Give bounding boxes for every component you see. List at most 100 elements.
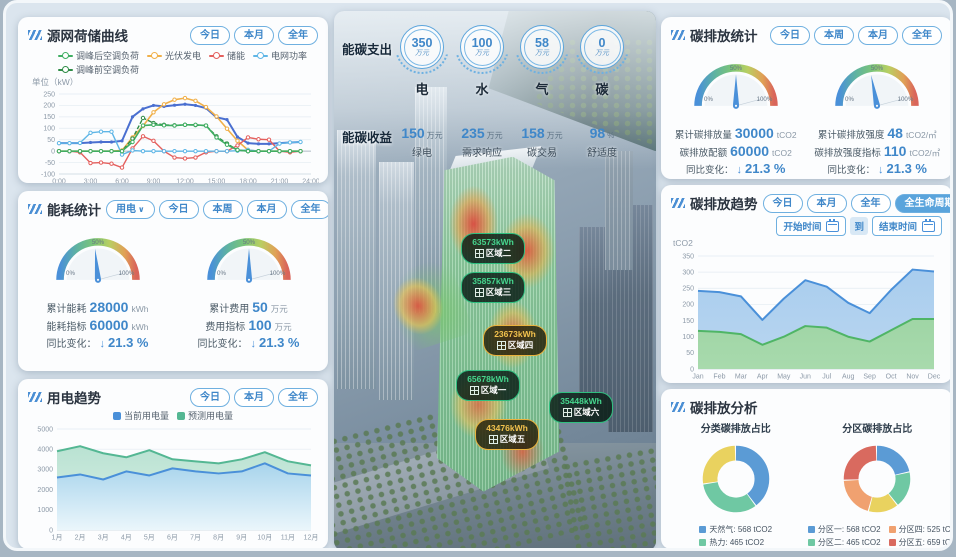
down-arrow-icon [878,163,884,179]
stat-value: 100 [248,316,272,333]
expense-name: 碳 [595,82,609,97]
svg-text:200: 200 [43,103,55,110]
svg-text:0:00: 0:00 [52,179,66,184]
zone-value: 63573kWh [472,236,514,247]
range-today-button[interactable]: 今日 [770,25,810,45]
zone-label-6[interactable]: 35448kWh 区域六 [549,392,613,424]
expense-unit: 万元 [415,49,429,57]
legend-line-marker [253,52,269,59]
svg-text:4000: 4000 [37,447,53,454]
legend-swatch [888,526,896,533]
svg-text:12:00: 12:00 [176,179,194,184]
svg-text:-50: -50 [45,160,55,167]
svg-text:11月: 11月 [281,534,295,542]
range-month-button[interactable]: 本月 [858,25,898,45]
svg-text:Jan: Jan [692,374,703,381]
stat-value: 60000 [89,316,129,333]
range-today-button[interactable]: 今日 [158,199,199,219]
svg-text:Jul: Jul [822,374,831,381]
svg-text:100%: 100% [756,96,772,103]
legend-line-marker [58,66,73,73]
svg-text:100%: 100% [269,270,285,277]
range-month-button[interactable]: 本月 [246,199,287,219]
range-month-button[interactable]: 本月 [806,193,847,213]
grid-load-curve-chart: 250 200 150 100 50 0 -50 -1000:00 3:00 6:00 9:00 12… [41,91,319,184]
income-value: 150 [401,125,425,141]
zone-label-4[interactable]: 23673kWh 区域四 [483,325,547,357]
zone-donut-chart [843,445,911,513]
down-arrow-icon [251,337,257,353]
legend-item: 当前用电量 [112,409,169,422]
stat-unit: tCO2/㎡ [909,147,941,158]
carbon-intensity-gauge: 0% 50% 100% [835,64,919,109]
panel-title-icon [28,30,42,40]
stat-unit: 万元 [274,321,292,332]
range-today-button[interactable]: 今日 [762,193,803,213]
svg-text:21:00: 21:00 [271,179,289,184]
panel-title-icon [28,204,42,214]
range-week-button[interactable]: 本周 [202,199,243,219]
zone-value: 23673kWh [494,328,536,339]
calendar-icon [826,218,840,232]
range-today-button[interactable]: 今日 [190,387,230,407]
gauge-carbon-total: 0% 50% 100% 累计碳排放量 30000 tCO2 碳排放配额 60000 tCO2… [666,47,805,179]
legend-item: 调峰前空调负荷 [58,63,139,76]
range-year-button[interactable]: 全年 [278,387,318,407]
expense-item-gas: 58 万元 气 [512,25,572,98]
panel-power-trend: 用电趋势 今日 本月 全年 当前用电量 预测用电量 0 1000 2000 3000 40… [18,379,328,548]
svg-text:3月: 3月 [98,534,109,542]
expense-value: 58 [535,35,549,50]
svg-text:Dec: Dec [927,374,940,381]
legend-line-marker [209,52,225,59]
range-lifecycle-button[interactable]: 全生命周期 [894,193,950,213]
range-week-button[interactable]: 本周 [814,25,854,45]
expense-circle: 100 万元 [460,25,504,69]
gauge-group: 0% 50% 100% 累计能耗 28000 kWh 能耗指标 60000 kWh 同比变化… [18,221,328,353]
income-name: 碳交易 [527,148,557,159]
expense-name: 气 [535,82,549,97]
range-month-button[interactable]: 本月 [234,25,274,45]
date-to-label: 到 [850,217,868,235]
range-today-button[interactable]: 今日 [190,25,230,45]
range-year-button[interactable]: 全年 [278,25,318,45]
stat-unit: kWh [131,304,149,314]
zone-label-3[interactable]: 35857kWh 区域三 [461,272,525,304]
legend-item: 分区四: 525 tCO2 [888,523,950,536]
svg-text:2月: 2月 [75,534,86,542]
yoy-value: 21.3 % [259,335,300,350]
panel-header: 源网荷储曲线 今日 本月 全年 [18,17,328,47]
expense-item-water: 100 万元 水 [452,25,512,98]
zone-label-5[interactable]: 43476kWh 区域五 [475,419,539,451]
svg-text:100%: 100% [898,96,914,103]
stat-value: 110 [883,142,907,159]
zone-label-2[interactable]: 63573kWh 区域二 [461,233,525,265]
svg-text:250: 250 [682,286,694,293]
zone-label-1[interactable]: 65678kWh 区域一 [456,370,520,402]
svg-text:2000: 2000 [37,487,53,494]
end-date-picker[interactable]: 结束时间 [871,216,942,236]
range-month-button[interactable]: 本月 [234,387,274,407]
start-date-picker[interactable]: 开始时间 [776,216,847,236]
svg-text:1月: 1月 [52,534,63,542]
expense-item-carbon: 0 万元 碳 [572,25,632,98]
svg-text:5000: 5000 [37,426,53,433]
income-unit: 万元 [546,131,563,140]
svg-text:Nov: Nov [906,374,919,381]
carbon-trend-chart: 0 50 100 150 200 250 300 350 Jan Feb Mar Apr May Jun J… [682,253,940,381]
income-item-demand-response: 235 万元 需求响应 [452,125,512,159]
range-year-button[interactable]: 全年 [290,199,328,219]
svg-text:250: 250 [43,91,55,98]
stat-label: 费用指标 [205,321,246,333]
range-year-button[interactable]: 全年 [902,25,942,45]
dropdown-value: 用电 [116,203,136,215]
svg-text:300: 300 [682,269,694,276]
range-year-button[interactable]: 全年 [850,193,891,213]
expense-label: 能碳支出 [342,43,393,57]
panel-header: 碳排放统计 今日 本周 本月 全年 [661,17,950,47]
energy-type-dropdown[interactable]: 用电 [106,199,155,219]
svg-text:1000: 1000 [37,507,53,514]
expense-name: 电 [415,82,429,97]
panel-title: 碳排放分析 [690,401,758,416]
